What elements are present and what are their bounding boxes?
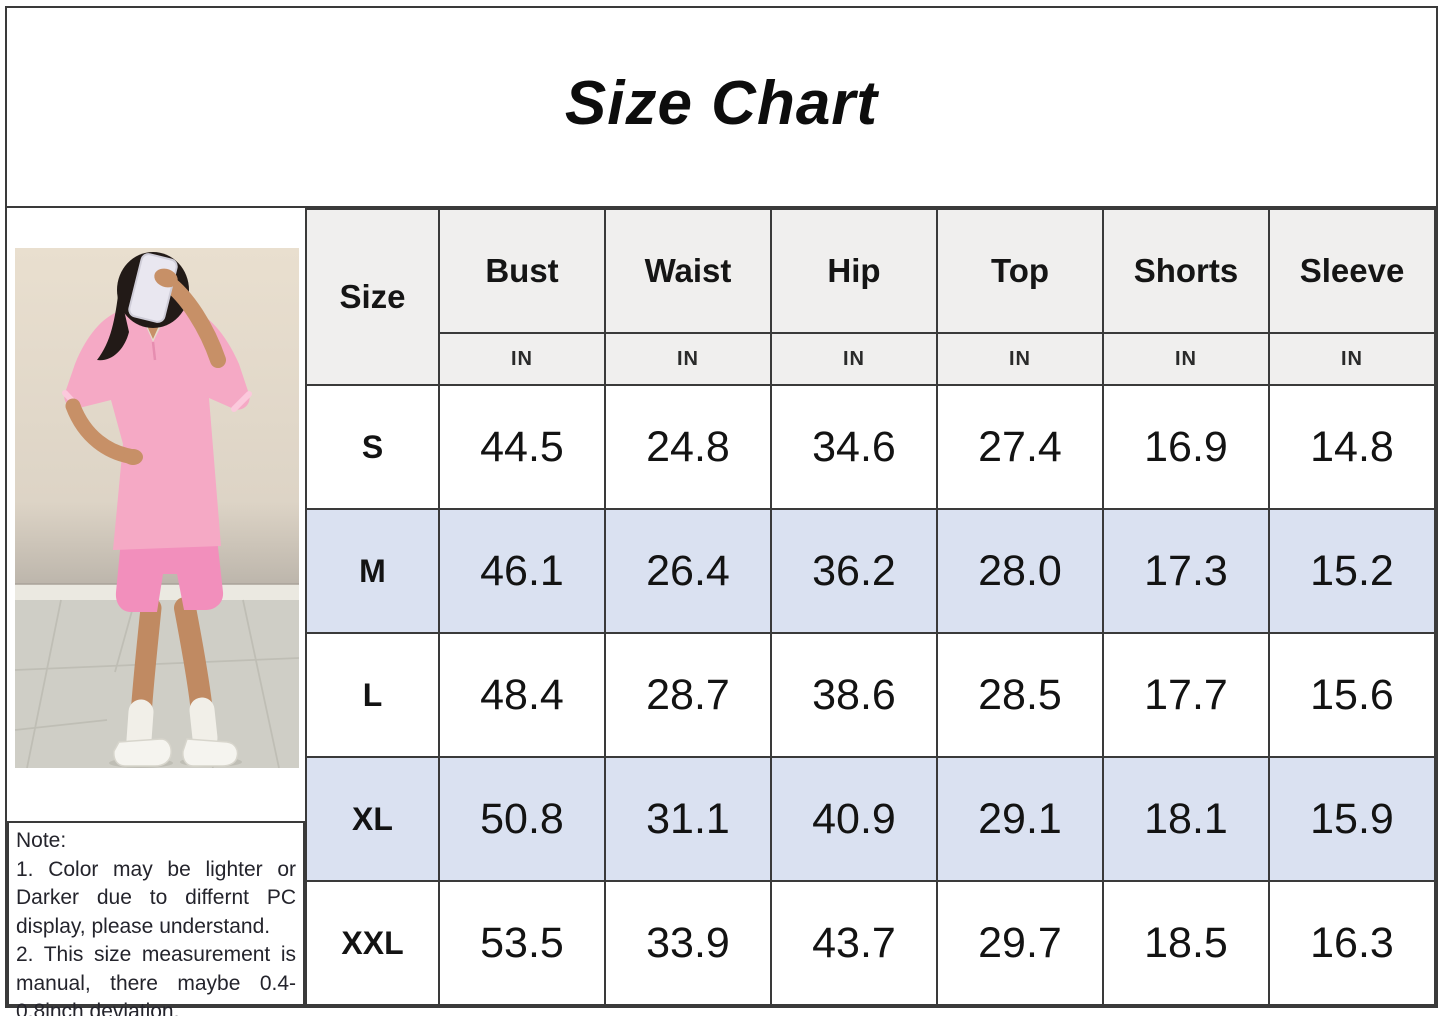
cell-waist: 31.1 <box>604 756 772 882</box>
unit-row: IN IN IN IN IN IN <box>306 332 1436 386</box>
page-title: Size Chart <box>564 68 879 138</box>
header-row: Size Bust Waist Hip Top Shorts Sleeve <box>305 208 1436 386</box>
cell-bust: 48.4 <box>438 632 606 758</box>
row-size-xl: XL 50.8 31.1 40.9 29.1 18.1 15.9 <box>305 756 1436 882</box>
unit-cell: IN <box>1102 332 1270 386</box>
left-column: Note: 1. Color may be lighter or Darker … <box>7 208 305 1016</box>
note-item-2: 2. This size measurement is manual, ther… <box>16 943 296 1016</box>
unit-cell: IN <box>438 332 606 386</box>
cell-waist: 26.4 <box>604 508 772 634</box>
size-label: M <box>305 508 440 634</box>
outer-frame: Size Chart <box>5 6 1438 1016</box>
cell-sleeve: 15.2 <box>1268 508 1436 634</box>
note-box: Note: 1. Color may be lighter or Darker … <box>7 821 305 1016</box>
cell-hip: 40.9 <box>770 756 938 882</box>
col-header-shorts: Shorts <box>1102 208 1270 334</box>
size-label: XXL <box>305 880 440 1006</box>
product-photo <box>15 248 299 768</box>
title-band: Size Chart <box>7 8 1436 208</box>
size-label: L <box>305 632 440 758</box>
cell-sleeve: 15.9 <box>1268 756 1436 882</box>
cell-sleeve: 16.3 <box>1268 880 1436 1006</box>
cell-shorts: 18.5 <box>1102 880 1270 1006</box>
cell-bust: 44.5 <box>438 384 606 510</box>
content-area: Note: 1. Color may be lighter or Darker … <box>7 208 1436 1016</box>
cell-hip: 36.2 <box>770 508 938 634</box>
cell-waist: 28.7 <box>604 632 772 758</box>
cell-hip: 43.7 <box>770 880 938 1006</box>
cell-bust: 46.1 <box>438 508 606 634</box>
cell-waist: 33.9 <box>604 880 772 1006</box>
col-header-top: Top <box>936 208 1104 334</box>
unit-cell: IN <box>604 332 772 386</box>
unit-cell: IN <box>1268 332 1436 386</box>
cell-bust: 50.8 <box>438 756 606 882</box>
cell-shorts: 16.9 <box>1102 384 1270 510</box>
cell-shorts: 17.7 <box>1102 632 1270 758</box>
size-label: S <box>305 384 440 510</box>
unit-cell: IN <box>936 332 1104 386</box>
cell-top: 28.5 <box>936 632 1104 758</box>
row-size-s: S 44.5 24.8 34.6 27.4 16.9 14.8 <box>305 384 1436 510</box>
cell-hip: 34.6 <box>770 384 938 510</box>
cell-top: 27.4 <box>936 384 1104 510</box>
model-figure <box>62 252 252 768</box>
cell-bust: 53.5 <box>438 880 606 1006</box>
col-header-sleeve: Sleeve <box>1268 208 1436 334</box>
row-size-xxl: XXL 53.5 33.9 43.7 29.7 18.5 16.3 <box>305 880 1436 1006</box>
cell-hip: 38.6 <box>770 632 938 758</box>
col-header-waist: Waist <box>604 208 772 334</box>
cell-top: 29.1 <box>936 756 1104 882</box>
cell-waist: 24.8 <box>604 384 772 510</box>
cell-shorts: 17.3 <box>1102 508 1270 634</box>
cell-sleeve: 14.8 <box>1268 384 1436 510</box>
note-heading: Note: <box>16 829 67 852</box>
cell-top: 28.0 <box>936 508 1104 634</box>
cell-sleeve: 15.6 <box>1268 632 1436 758</box>
size-label: XL <box>305 756 440 882</box>
cell-shorts: 18.1 <box>1102 756 1270 882</box>
row-size-l: L 48.4 28.7 38.6 28.5 17.7 15.6 <box>305 632 1436 758</box>
size-chart-table: Size Bust Waist Hip Top Shorts Sleeve IN… <box>305 208 1436 1006</box>
col-header-size: Size <box>305 208 440 386</box>
col-header-bust: Bust <box>438 208 606 334</box>
table-wrap: Size Bust Waist Hip Top Shorts Sleeve IN… <box>305 208 1436 1006</box>
col-header-hip: Hip <box>770 208 938 334</box>
row-size-m: M 46.1 26.4 36.2 28.0 17.3 15.2 <box>305 508 1436 634</box>
note-item-1: 1. Color may be lighter or Darker due to… <box>16 857 296 938</box>
cell-top: 29.7 <box>936 880 1104 1006</box>
unit-cell: IN <box>770 332 938 386</box>
